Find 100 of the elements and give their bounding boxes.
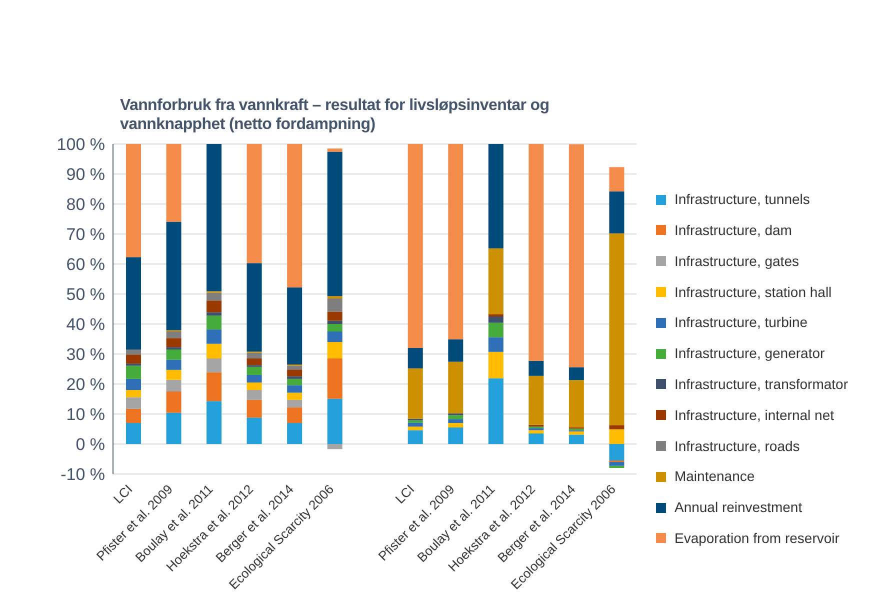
bar (287, 370, 302, 376)
bar (206, 144, 222, 292)
y-tick-label: 90 % (66, 165, 105, 184)
bar (206, 300, 222, 312)
bar (408, 422, 423, 427)
bar (206, 344, 222, 358)
bar (287, 407, 302, 423)
bar (448, 419, 464, 423)
bar (327, 312, 342, 321)
bar (609, 429, 624, 444)
bar (246, 418, 262, 444)
y-tick-label: 100 % (56, 135, 105, 154)
bar (448, 415, 464, 420)
bar (448, 339, 464, 362)
bar (126, 397, 141, 409)
bar (126, 354, 141, 364)
bar (126, 366, 141, 379)
bar (408, 144, 423, 348)
bar (609, 233, 624, 426)
y-tick-label: 60 % (66, 255, 105, 274)
bar (126, 408, 141, 423)
y-tick-label: -10 % (60, 465, 105, 484)
bar (448, 362, 464, 414)
bar (488, 352, 504, 378)
legend-label: Evaporation from reservoir (674, 528, 840, 548)
bar (126, 378, 141, 390)
bar (246, 263, 262, 352)
bar (448, 144, 464, 340)
bar (166, 412, 182, 444)
bar (166, 370, 182, 380)
legend-label: Infrastructure, station hall (674, 282, 832, 302)
bar (206, 312, 222, 316)
bar (287, 385, 302, 393)
bar (166, 360, 182, 370)
legend-label: Annual reinvestment (674, 498, 802, 518)
bar (408, 430, 423, 444)
bar (448, 428, 464, 444)
bar (488, 378, 504, 444)
bar (609, 444, 624, 460)
y-tick-label: 50 % (66, 285, 105, 304)
bar (528, 376, 544, 425)
bar (327, 332, 342, 342)
bar (246, 390, 262, 400)
bar (166, 350, 182, 360)
bar (246, 144, 262, 264)
bar (488, 337, 504, 352)
bar (287, 378, 302, 386)
chart-title: Vannforbruk fra vannkraft – resultat for livsløpsinventar og vannknapphet (netto fordampning) (120, 96, 550, 134)
bar (246, 382, 262, 390)
bar (408, 348, 423, 368)
bar (408, 368, 423, 419)
bar (327, 342, 342, 358)
bar (287, 400, 302, 408)
bar (287, 423, 302, 444)
bar (568, 144, 584, 368)
bar (609, 191, 624, 234)
legend-label: Maintenance (674, 467, 755, 486)
bar (327, 444, 342, 450)
bar (287, 376, 302, 379)
legend-label: Infrastructure, internal net (674, 406, 834, 425)
bar (166, 222, 182, 330)
y-tick-label: 20 % (66, 375, 105, 394)
bar (568, 380, 584, 428)
y-tick-label: 0 % (76, 435, 105, 454)
bar (126, 144, 141, 258)
bar (206, 401, 222, 444)
bar (327, 148, 342, 152)
y-tick-label: 30 % (66, 345, 105, 364)
bar (246, 358, 262, 366)
bar (609, 425, 624, 430)
bar (246, 375, 262, 382)
legend-label: Infrastructure, generator (674, 344, 825, 364)
bar (246, 400, 262, 418)
bar (166, 380, 182, 392)
bar (528, 430, 544, 434)
bar (528, 144, 544, 361)
bar (206, 372, 222, 402)
legend-label: Infrastructure, roads (674, 436, 800, 456)
bar (568, 434, 584, 444)
bar (287, 392, 302, 400)
legend-label: Infrastructure, turbine (674, 313, 808, 332)
bar (488, 316, 504, 323)
bar (327, 358, 342, 399)
x-tick-label: LCI (110, 482, 136, 506)
y-tick-label: 80 % (66, 195, 105, 214)
bar (287, 366, 302, 370)
bar (206, 316, 222, 330)
x-tick-label: LCI (392, 482, 418, 506)
bar (327, 298, 342, 312)
bar (488, 248, 504, 314)
bar (327, 398, 342, 444)
bar (528, 360, 544, 376)
bar (126, 390, 141, 398)
bar (528, 434, 544, 444)
bar (287, 144, 302, 288)
legend-label: Infrastructure, tunnels (674, 190, 810, 210)
bar (609, 462, 624, 466)
bar (126, 350, 141, 355)
bar (488, 322, 504, 338)
bar (126, 423, 141, 444)
